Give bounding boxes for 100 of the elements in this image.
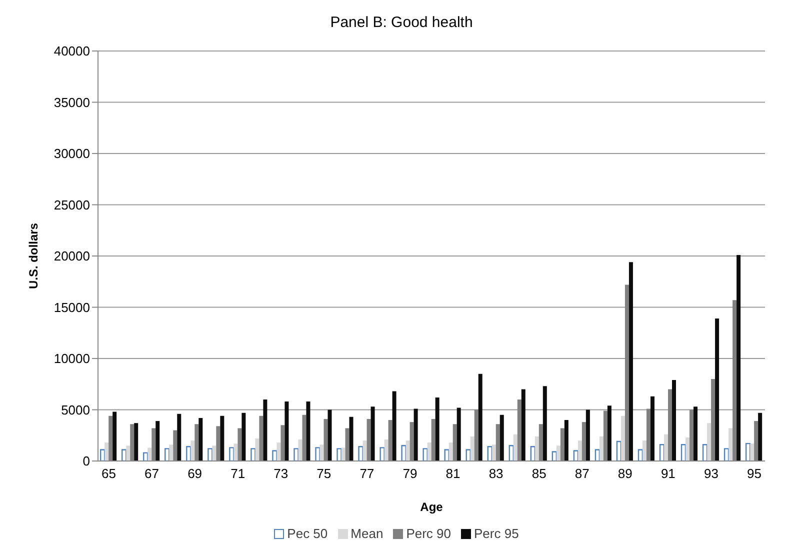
bar [126, 446, 130, 461]
bar [578, 440, 582, 461]
bar [492, 444, 496, 461]
bar [298, 439, 302, 461]
bar [715, 318, 720, 461]
bar [341, 448, 346, 461]
x-tick-label: 95 [747, 466, 762, 482]
bar [564, 420, 568, 461]
bar [401, 445, 406, 461]
bar [263, 400, 268, 461]
bar [750, 444, 754, 461]
bar [650, 396, 654, 461]
bar [384, 439, 388, 461]
y-axis-title: U.S. dollars [26, 222, 40, 290]
x-tick-label: 79 [402, 466, 418, 482]
bar [586, 410, 590, 461]
bar [177, 414, 182, 461]
bar [422, 448, 428, 461]
bar [728, 428, 733, 461]
bar [642, 440, 646, 461]
x-tick-label: 75 [316, 466, 332, 482]
y-tick-label: 5000 [61, 402, 90, 418]
bar [169, 444, 174, 461]
bar [620, 416, 625, 461]
x-tick-label: 77 [360, 466, 374, 482]
bar [470, 436, 474, 461]
bar [112, 412, 117, 461]
y-tick-label: 30000 [54, 146, 90, 162]
bar [556, 446, 560, 461]
x-tick-label: 69 [188, 466, 202, 482]
y-tick-label: 20000 [54, 248, 90, 264]
bar [212, 446, 216, 461]
bar [664, 434, 668, 461]
bar [148, 448, 152, 461]
bar [456, 408, 461, 461]
bar [478, 374, 482, 461]
bar [370, 406, 375, 461]
bar [220, 416, 224, 461]
x-axis-title: Age [420, 500, 444, 514]
bar [328, 410, 332, 461]
bar [392, 391, 396, 461]
bar [736, 254, 741, 461]
bar [427, 442, 432, 461]
x-tick-label: 65 [102, 466, 116, 482]
x-tick-label: 91 [660, 466, 676, 482]
x-tick-label: 73 [274, 466, 288, 482]
bar [406, 440, 410, 461]
bar [628, 262, 633, 461]
bar [306, 402, 310, 461]
bar [435, 397, 440, 461]
x-tick-label: 89 [618, 466, 632, 482]
bar [198, 418, 203, 461]
bar [380, 447, 385, 461]
bar [707, 423, 712, 461]
x-tick-label: 93 [704, 466, 718, 482]
x-tick-label: 87 [574, 466, 590, 482]
x-tick-label: 85 [532, 466, 546, 482]
bar [758, 412, 762, 461]
x-tick-label: 81 [446, 466, 460, 482]
y-tick-label: 25000 [54, 197, 90, 212]
bar [284, 402, 289, 461]
chart-title: Panel B: Good health [329, 14, 474, 31]
y-tick-label: 40000 [54, 44, 90, 59]
bar [349, 416, 354, 461]
bar [672, 380, 676, 461]
bar [694, 406, 698, 461]
bar [607, 406, 612, 461]
bar [255, 438, 260, 461]
y-tick-label: 10000 [54, 351, 90, 366]
y-tick-label: 0 [82, 454, 90, 469]
x-tick-label: 83 [488, 466, 504, 482]
bar [276, 442, 281, 461]
bar [542, 386, 547, 461]
bar [358, 446, 364, 461]
bar [534, 436, 539, 461]
x-tick-label: 67 [144, 466, 160, 482]
bar [521, 389, 526, 461]
legend-label: Mean [350, 526, 384, 541]
bar [234, 444, 238, 461]
bar [362, 440, 367, 461]
bar [500, 414, 504, 461]
y-tick-label: 35000 [54, 94, 90, 110]
bar [599, 436, 604, 461]
bar [242, 412, 246, 461]
bar [686, 437, 690, 461]
bar [104, 442, 109, 461]
bar [448, 442, 453, 461]
legend-label: Perc 90 [405, 526, 451, 541]
bar [513, 434, 518, 461]
legend-label: Perc 95 [473, 526, 519, 541]
bar [414, 408, 418, 461]
bar [156, 421, 160, 461]
bar [336, 448, 342, 461]
bar [320, 444, 324, 461]
x-tick-label: 71 [230, 466, 246, 482]
bar [444, 449, 450, 461]
legend-label: Pec 50 [286, 526, 328, 541]
bar [190, 440, 195, 461]
bar [134, 423, 138, 461]
y-tick-label: 15000 [54, 300, 90, 315]
